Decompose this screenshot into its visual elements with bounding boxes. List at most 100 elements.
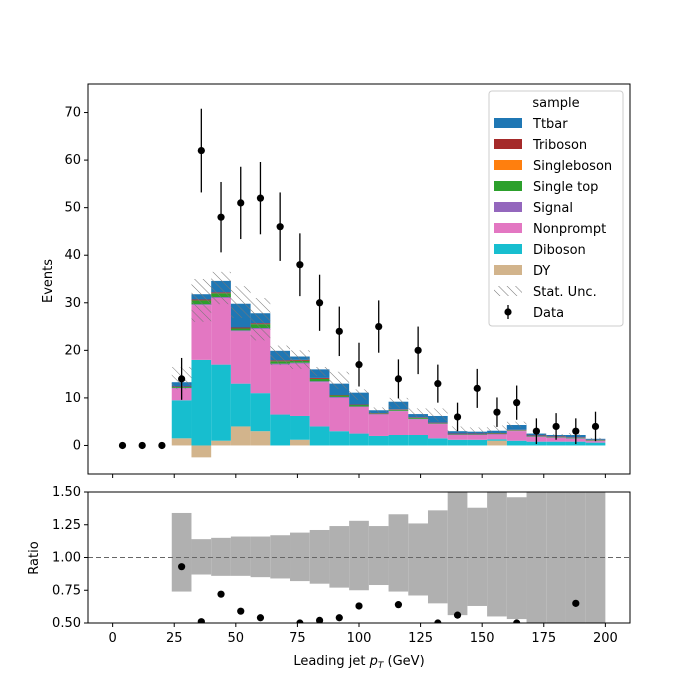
main-y-tick-label-30: 30 <box>64 296 81 311</box>
bar-diboson-bin-15 <box>467 439 488 446</box>
ratio-x-tick-label-25: 25 <box>166 631 183 646</box>
ratio-y-ticks: 0.50 0.75 1.00 1.25 1.50 <box>52 485 88 631</box>
bar-nonprompt-bin-6 <box>290 363 310 416</box>
ratio-unc-bin-20 <box>565 492 586 623</box>
ratio-unc-bin-0 <box>171 512 192 592</box>
data-point-23 <box>572 427 580 435</box>
bar-nonprompt-bin-15 <box>467 435 488 440</box>
main-y-tick-label-60: 60 <box>64 153 81 168</box>
stat-unc-bin-2 <box>211 271 231 305</box>
bar-signal-bin-3 <box>230 330 251 332</box>
ratio-unc-bin-21 <box>585 492 606 623</box>
legend-swatch-dy <box>494 265 522 275</box>
bar-dy-bin-1 <box>191 445 212 458</box>
bar-diboson-bin-3 <box>230 383 251 427</box>
bar-diboson-bin-6 <box>290 415 310 440</box>
bar-diboson-bin-17 <box>506 440 527 446</box>
bar-triboson-bin-3 <box>230 327 251 329</box>
ratio-y-tick-label-4: 1.50 <box>52 485 81 500</box>
bar-signal-bin-7 <box>309 381 330 383</box>
legend-swatch-diboson <box>494 244 522 254</box>
ratio-unc-bin-14 <box>447 492 468 616</box>
data-point-0 <box>118 441 127 450</box>
ratio-point-4 <box>256 614 265 622</box>
legend-label-dy: DY <box>533 264 550 279</box>
legend-label-data: Data <box>533 306 564 321</box>
ratio-unc-bin-1 <box>191 539 212 575</box>
bar-nonprompt-bin-21 <box>585 441 606 443</box>
legend-swatch-ttbar <box>494 118 522 128</box>
ratio-point-13 <box>434 619 442 623</box>
ratio-unc-bin-18 <box>526 492 547 623</box>
bar-nonprompt-bin-5 <box>270 364 291 415</box>
bar-dy-bin-6 <box>290 439 310 446</box>
ratio-unc-bin-16 <box>487 492 507 617</box>
legend-label-signal: Signal <box>533 201 573 216</box>
ratio-unc-bin-15 <box>467 507 488 606</box>
bar-nonprompt-bin-14 <box>447 435 468 440</box>
data-point-14 <box>394 375 403 383</box>
ratio-unc-bin-8 <box>329 526 350 588</box>
legend-title: sample <box>532 96 579 111</box>
bar-diboson-bin-19 <box>546 441 566 446</box>
stat-unc-bin-11 <box>388 397 409 408</box>
ratio-point-20 <box>572 599 580 607</box>
bar-single-top-bin-9 <box>349 405 369 407</box>
bar-dy-bin-2 <box>211 440 231 446</box>
ratio-unc-bin-9 <box>349 520 369 591</box>
ratio-points <box>178 563 580 623</box>
stat-unc-bin-9 <box>349 389 369 400</box>
data-point-2 <box>158 441 166 450</box>
legend-swatch-single-top <box>494 181 522 191</box>
data-point-21 <box>532 427 540 435</box>
main-y-tick-label-40: 40 <box>64 248 81 263</box>
legend-swatch-signal <box>494 202 522 212</box>
ratio-unc-bin-6 <box>290 532 310 582</box>
data-point-10 <box>315 299 324 307</box>
bar-nonprompt-bin-3 <box>230 331 251 384</box>
ratio-unc-bin-4 <box>250 536 271 578</box>
data-point-17 <box>453 413 462 421</box>
data-point-16 <box>434 380 442 388</box>
data-point-20 <box>513 399 521 407</box>
x-axis-label: Leading jet pT (GeV) <box>293 654 424 671</box>
bar-diboson-bin-5 <box>270 414 291 446</box>
data-point-12 <box>355 361 363 369</box>
legend-swatch-nonprompt <box>494 223 522 233</box>
data-point-3 <box>178 375 186 383</box>
main-y-axis-label: Events <box>41 259 56 303</box>
ratio-y-tick-label-2: 1.00 <box>52 551 81 566</box>
legend-label-stat-unc: Stat. Unc. <box>533 285 597 300</box>
main-panel: 0 10 20 30 40 50 60 70 Events <box>41 83 631 478</box>
ratio-unc-bin-2 <box>211 537 231 576</box>
bar-diboson-bin-8 <box>329 431 350 446</box>
ratio-unc-bin-5 <box>270 535 291 579</box>
ratio-point-1 <box>197 618 205 623</box>
bar-diboson-bin-16 <box>487 439 507 441</box>
bar-nonprompt-bin-12 <box>408 419 428 435</box>
stat-unc-bin-7 <box>309 366 330 377</box>
ratio-unc-bin-11 <box>388 514 409 592</box>
main-y-tick-label-10: 10 <box>64 391 81 406</box>
legend-label-diboson: Diboson <box>533 243 586 258</box>
bar-single-top-bin-12 <box>408 417 428 419</box>
ratio-x-tick-label-0: 0 <box>108 631 116 646</box>
data-point-8 <box>276 223 284 231</box>
ratio-unc-bin-3 <box>230 536 251 576</box>
legend-entries: Ttbar Triboson Singleboson Single top Signal… <box>494 117 612 321</box>
stat-unc-bin-15 <box>467 427 488 434</box>
ratio-point-2 <box>217 590 225 598</box>
bar-ttbar-bin-17 <box>506 425 527 430</box>
bar-diboson-bin-2 <box>211 364 231 441</box>
ratio-unc-bin-13 <box>427 510 448 604</box>
bar-nonprompt-bin-13 <box>427 424 448 439</box>
legend-swatch-triboson <box>494 139 522 149</box>
bar-diboson-bin-9 <box>349 433 369 446</box>
ratio-point-14 <box>453 611 462 619</box>
legend-swatch-singleboson <box>494 160 522 170</box>
legend-label-ttbar: Ttbar <box>532 117 568 132</box>
bar-triboson-bin-7 <box>309 377 330 379</box>
ratio-y-tick-label-3: 1.25 <box>52 518 81 533</box>
ratio-point-11 <box>394 601 403 609</box>
